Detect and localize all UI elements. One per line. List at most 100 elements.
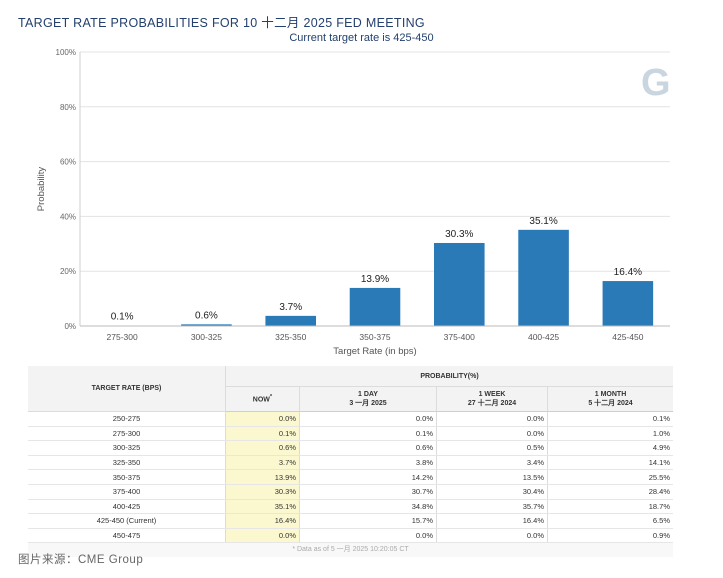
bar [518,229,569,326]
table-row: 350-375 13.9% 14.2% 13.5% 25.5% [28,469,673,485]
bar-value-label: 0.1% [111,312,134,323]
table-row: 425-450 (Current) 16.4% 15.7% 16.4% 6.5% [28,513,673,529]
table-row: 400-425 35.1% 34.8% 35.7% 18.7% [28,499,673,515]
target-rate-header: TARGET RATE (BPS) [28,366,226,412]
week-cell: 0.0% [436,426,548,442]
day-cell: 14.2% [299,469,437,485]
month-cell: 1.0% [547,426,673,442]
week-cell: 3.4% [436,455,548,471]
col-1month-header: 1 MONTH 5 十二月 2024 [547,386,673,412]
week-cell: 30.4% [436,484,548,500]
bar [181,324,232,326]
x-tick-label: 275-300 [107,332,138,342]
bar [434,242,485,326]
probability-table: TARGET RATE (BPS) PROBABILITY(%) NOW* 1 … [28,366,673,544]
week-cell: 35.7% [436,499,548,515]
day-cell: 34.8% [299,499,437,515]
day-cell: 3.8% [299,455,437,471]
probability-bar-chart: 0% 20% 40% 60% 80% 100% 0.1% 275-300 0.6% 300-325… [36,48,670,357]
now-cell: 35.1% [225,499,300,515]
month-cell: 18.7% [547,499,673,515]
col-1week-header: 1 WEEK 27 十二月 2024 [436,386,548,412]
cme-logo-watermark: G [641,62,671,104]
rate-cell: 250-275 [28,411,226,427]
rate-cell: 275-300 [28,426,226,442]
col-1day-date: 3 一月 2025 [349,400,387,407]
x-tick-label: 400-425 [528,332,559,342]
y-tick-label: 0% [64,322,76,331]
x-tick-label: 325-350 [275,332,306,342]
month-cell: 25.5% [547,469,673,485]
bar-value-label: 16.4% [614,267,642,278]
now-cell: 13.9% [225,469,300,485]
col-now-label: NOW [252,396,270,404]
week-cell: 0.0% [436,411,548,427]
table-row: 375-400 30.3% 30.7% 30.4% 28.4% [28,484,673,500]
probability-table-body: 250-275 0.0% 0.0% 0.0% 0.1% 275-300 0.1% 0.1% 0.… [28,411,673,544]
day-cell: 0.1% [299,426,437,442]
rate-cell: 300-325 [28,440,226,456]
now-cell: 3.7% [225,455,300,471]
x-axis-title: Target Rate (in bps) [333,346,416,357]
table-row: 300-325 0.6% 0.6% 0.5% 4.9% [28,440,673,456]
rate-cell: 375-400 [28,484,226,500]
rate-cell: 425-450 (Current) [28,513,226,529]
y-tick-label: 80% [60,103,76,112]
bar [602,281,654,326]
day-cell: 0.0% [299,528,437,544]
col-1day-label: 1 DAY [358,391,378,398]
y-axis-title: Probability [36,167,47,212]
bar-value-label: 35.1% [529,216,557,227]
month-cell: 6.5% [547,513,673,529]
col-1week-label: 1 WEEK [478,391,506,398]
image-source-caption: 图片来源：CME Group [18,554,144,566]
month-cell: 28.4% [547,484,673,500]
table-row: 325-350 3.7% 3.8% 3.4% 14.1% [28,455,673,471]
now-cell: 0.6% [225,440,300,456]
table-row: 275-300 0.1% 0.1% 0.0% 1.0% [28,426,673,442]
x-tick-label: 375-400 [444,332,475,342]
chart-subtitle: Current target rate is 425-450 [289,32,434,44]
col-now-header: NOW* [225,386,300,412]
y-tick-label: 20% [60,267,76,276]
now-cell: 30.3% [225,484,300,500]
x-tick-label: 350-375 [359,332,390,342]
month-cell: 4.9% [547,440,673,456]
chart-title: TARGET RATE PROBABILITIES FOR 10 十二月 202… [18,16,425,30]
bar [349,287,401,326]
rate-cell: 450-475 [28,528,226,544]
week-cell: 16.4% [436,513,548,529]
col-1week-date: 27 十二月 2024 [467,400,517,407]
y-tick-label: 100% [56,48,76,57]
day-cell: 0.6% [299,440,437,456]
probability-group-header: PROBABILITY(%) [225,366,673,387]
bar-value-label: 13.9% [361,274,389,285]
rate-cell: 325-350 [28,455,226,471]
table-row: 250-275 0.0% 0.0% 0.0% 0.1% [28,411,673,427]
now-cell: 0.1% [225,426,300,442]
now-cell: 0.0% [225,528,300,544]
rate-cell: 350-375 [28,469,226,485]
day-cell: 30.7% [299,484,437,500]
month-cell: 0.1% [547,411,673,427]
x-tick-label: 300-325 [191,332,222,342]
y-tick-label: 60% [60,158,76,167]
bar [265,315,316,326]
now-cell: 16.4% [225,513,300,529]
col-now-marker: * [269,394,273,401]
y-tick-label: 40% [60,212,76,221]
table-row: 450-475 0.0% 0.0% 0.0% 0.9% [28,528,673,544]
col-1month-label: 1 MONTH [594,391,627,398]
col-1day-header: 1 DAY 3 一月 2025 [299,386,437,412]
x-tick-label: 425-450 [612,332,643,342]
week-cell: 0.5% [436,440,548,456]
bar-value-label: 30.3% [445,229,473,240]
probability-table-container: TARGET RATE (BPS) PROBABILITY(%) NOW* 1 … [28,366,673,558]
bar-value-label: 0.6% [195,310,218,321]
bar-value-label: 3.7% [279,302,302,313]
col-1month-date: 5 十二月 2024 [588,400,633,407]
month-cell: 14.1% [547,455,673,471]
rate-cell: 400-425 [28,499,226,515]
day-cell: 15.7% [299,513,437,529]
now-cell: 0.0% [225,411,300,427]
